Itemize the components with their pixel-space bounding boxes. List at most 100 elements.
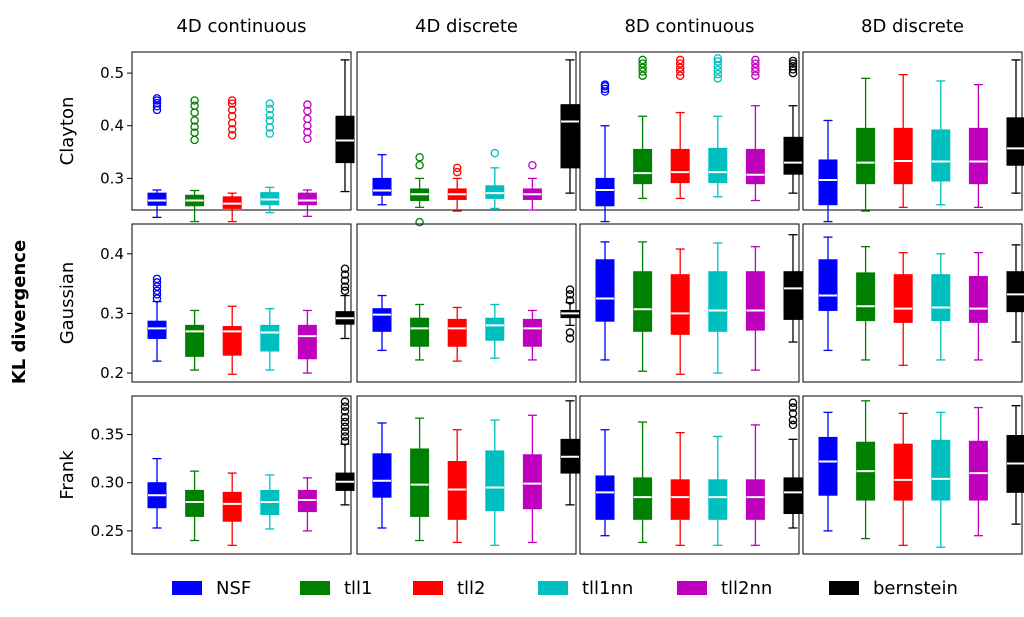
panel-frank-4d-continuous bbox=[131, 395, 355, 555]
iqr-box bbox=[893, 274, 913, 323]
outlier-point bbox=[675, 63, 685, 73]
outlier-point bbox=[340, 427, 350, 436]
outlier-point bbox=[638, 55, 647, 65]
outlier-point bbox=[152, 274, 162, 284]
box-nsf bbox=[595, 429, 615, 537]
iqr-box bbox=[410, 317, 430, 347]
box-tll2 bbox=[222, 305, 242, 375]
outlier-point bbox=[303, 100, 312, 109]
box-bernstein bbox=[783, 398, 803, 529]
legend-label-tll1: tll1 bbox=[344, 578, 373, 599]
outlier-point bbox=[751, 67, 760, 76]
outlier-point bbox=[565, 285, 575, 294]
outlier-point bbox=[675, 59, 685, 68]
iqr-box bbox=[485, 450, 505, 512]
box-tll2nn bbox=[968, 406, 988, 537]
outlier-point bbox=[600, 80, 610, 89]
box-tll2nn bbox=[745, 424, 765, 546]
box-bernstein bbox=[560, 400, 580, 506]
iqr-box bbox=[968, 440, 988, 501]
outlier-point bbox=[565, 296, 575, 305]
box-bernstein bbox=[783, 234, 803, 343]
outlier-point bbox=[340, 276, 350, 285]
box-tll1nn bbox=[485, 148, 505, 210]
box-tll2 bbox=[670, 55, 690, 200]
outlier-point bbox=[265, 104, 275, 114]
outlier-point bbox=[340, 397, 350, 407]
outlier-point bbox=[528, 160, 537, 170]
outlier-point bbox=[303, 114, 312, 124]
iqr-box bbox=[818, 436, 838, 496]
box-nsf bbox=[372, 422, 392, 529]
box-tll1nn bbox=[708, 435, 728, 546]
box-tll2 bbox=[222, 472, 242, 546]
box-tll2nn bbox=[745, 55, 765, 202]
box-nsf bbox=[595, 80, 615, 223]
outlier-point bbox=[340, 417, 350, 427]
outlier-point bbox=[788, 398, 798, 407]
panel-frame bbox=[131, 51, 352, 211]
column-title-4d-discrete: 4D discrete bbox=[415, 16, 518, 37]
outlier-point bbox=[415, 153, 424, 162]
y-tick-label: 0.4 bbox=[100, 245, 124, 263]
iqr-box bbox=[185, 489, 205, 517]
outlier-point bbox=[340, 437, 350, 446]
outlier-point bbox=[303, 106, 312, 116]
legend-swatch-bernstein bbox=[829, 581, 859, 595]
box-tll1 bbox=[185, 470, 205, 542]
panel-gaussian-8d-discrete bbox=[802, 223, 1024, 383]
box-nsf bbox=[818, 411, 838, 532]
outlier-point bbox=[340, 270, 350, 279]
iqr-box bbox=[968, 275, 988, 323]
iqr-box bbox=[818, 159, 838, 206]
iqr-box bbox=[931, 274, 951, 322]
box-tll1nn bbox=[260, 99, 280, 214]
box-tll2 bbox=[893, 73, 913, 209]
outlier-point bbox=[303, 134, 312, 144]
row-label-frank: Frank bbox=[57, 450, 78, 500]
legend: NSF tll1 tll2 tll1nn tll2nn bernstein bbox=[172, 578, 958, 599]
panel-frame bbox=[131, 223, 352, 383]
outlier-point bbox=[788, 420, 798, 430]
iqr-box bbox=[708, 271, 728, 332]
box-bernstein bbox=[335, 264, 355, 340]
panel-frank-4d-discrete bbox=[356, 395, 580, 555]
box-tll1nn bbox=[708, 242, 728, 374]
outlier-point bbox=[638, 71, 647, 80]
box-tll2 bbox=[670, 248, 690, 375]
iqr-box bbox=[745, 148, 765, 185]
outlier-point bbox=[751, 59, 760, 68]
iqr-box bbox=[708, 147, 728, 184]
box-tll1nn bbox=[708, 54, 728, 198]
box-tll1 bbox=[633, 241, 653, 372]
panel-frame bbox=[131, 395, 352, 555]
outlier-point bbox=[713, 69, 723, 79]
legend-swatch-tll2nn bbox=[677, 581, 707, 595]
box-tll1 bbox=[633, 421, 653, 544]
outlier-point bbox=[340, 402, 350, 411]
iqr-box bbox=[147, 192, 167, 206]
panel-frame bbox=[356, 395, 577, 555]
outlier-point bbox=[675, 55, 685, 65]
box-tll1nn bbox=[260, 308, 280, 371]
iqr-box bbox=[783, 271, 803, 320]
outlier-point bbox=[227, 112, 237, 121]
outlier-point bbox=[713, 57, 723, 66]
outlier-point bbox=[788, 59, 798, 68]
iqr-box bbox=[633, 477, 653, 520]
outlier-point bbox=[340, 407, 350, 416]
panel-gaussian-4d-discrete bbox=[356, 223, 580, 383]
box-nsf bbox=[147, 457, 167, 529]
outlier-point bbox=[340, 432, 350, 441]
box-tll1 bbox=[633, 55, 653, 200]
box-tll1nn bbox=[931, 253, 951, 361]
panel-frame bbox=[356, 223, 577, 383]
outlier-point bbox=[452, 163, 462, 173]
panel-clayton-4d-continuous bbox=[131, 51, 355, 223]
y-tick-label: 0.35 bbox=[91, 426, 124, 444]
outlier-point bbox=[227, 130, 237, 140]
box-bernstein bbox=[1006, 404, 1024, 525]
box-bernstein bbox=[1006, 59, 1024, 194]
outlier-point bbox=[415, 160, 424, 170]
